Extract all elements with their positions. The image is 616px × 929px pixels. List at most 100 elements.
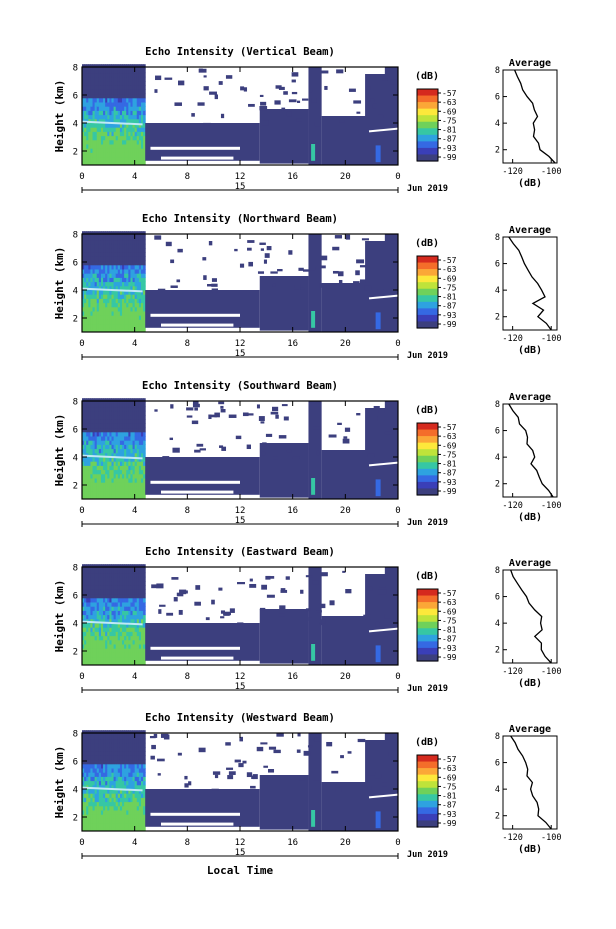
- y-tick-label: 6: [73, 259, 78, 269]
- heatmap-cell: [119, 68, 123, 74]
- heatmap-cell: [128, 568, 131, 574]
- heatmap-cell: [90, 419, 94, 424]
- heatmap-cell: [84, 102, 87, 107]
- heatmap-cell: [124, 89, 127, 95]
- heatmap-cell: [124, 311, 127, 316]
- heatmap-cell: [96, 581, 100, 586]
- heatmap-cell: [136, 589, 140, 595]
- heatmap-cell: [119, 431, 123, 437]
- heatmap-speck: [211, 599, 215, 605]
- heatmap-cell: [134, 290, 138, 295]
- heatmap-cell: [111, 614, 115, 620]
- heatmap-cell: [138, 436, 142, 441]
- heatmap-band: [259, 109, 309, 164]
- heatmap-cell: [96, 118, 100, 124]
- heatmap-cell: [90, 256, 94, 262]
- heatmap-cell: [113, 469, 117, 475]
- heatmap-cell: [136, 623, 140, 628]
- heatmap-cell: [98, 76, 102, 82]
- heatmap-cell: [113, 144, 117, 149]
- heatmap-cell: [107, 738, 110, 744]
- heatmap-spot: [375, 479, 381, 497]
- heatmap-cell: [98, 623, 102, 628]
- heatmap-cell: [140, 801, 144, 807]
- heatmap-cell: [130, 738, 134, 744]
- y-tick-label: 8: [73, 564, 78, 574]
- heatmap-cell: [92, 131, 96, 137]
- heatmap-cell: [88, 772, 91, 777]
- heatmap-cell: [128, 469, 131, 475]
- heatmap-cell: [122, 581, 125, 586]
- heatmap-cell: [107, 127, 110, 132]
- heatmap-cell: [132, 415, 136, 420]
- heatmap-cell: [94, 160, 98, 166]
- heatmap-cell: [92, 402, 96, 408]
- heatmap-cell: [109, 281, 112, 287]
- heatmap-cell: [143, 402, 146, 408]
- colorbar-frame: [416, 754, 439, 828]
- heatmap-cell: [105, 323, 108, 329]
- heatmap-cell: [113, 738, 117, 744]
- heatmap-cell: [109, 264, 112, 270]
- heatmap-cell: [113, 742, 117, 748]
- heatmap-cell: [117, 627, 121, 632]
- heatmap-speck: [283, 91, 288, 95]
- heatmap-speck: [324, 85, 328, 90]
- heatmap-speck: [247, 247, 252, 251]
- heatmap-speck: [345, 234, 351, 240]
- heatmap-cell: [88, 751, 91, 756]
- heatmap-cell: [109, 734, 112, 740]
- panel-title: Echo Intensity (Westward Beam): [145, 712, 335, 724]
- heatmap-cell: [128, 415, 131, 420]
- heatmap-cell: [98, 465, 102, 471]
- heatmap-cell: [134, 118, 138, 124]
- heatmap-cell: [94, 319, 98, 325]
- heatmap-cell: [103, 118, 106, 124]
- heatmap-spot: [375, 312, 381, 330]
- heatmap-cell: [117, 269, 121, 274]
- heatmap-cell: [90, 152, 94, 158]
- heatmap-cell: [92, 252, 96, 257]
- profile-frame: [502, 403, 558, 498]
- heatmap-cell: [100, 440, 104, 445]
- heatmap-cell: [126, 256, 129, 262]
- heatmap-gap: [161, 323, 234, 327]
- heatmap-cell: [132, 269, 136, 274]
- heatmap-cell: [82, 102, 85, 107]
- heatmap-cell: [84, 780, 87, 786]
- heatmap-cell: [98, 298, 102, 304]
- heatmap-cell: [96, 585, 100, 590]
- heatmap-cell: [90, 482, 94, 487]
- heatmap-speck: [316, 610, 322, 613]
- heatmap-cell: [100, 805, 104, 811]
- heatmap-speck: [265, 575, 271, 580]
- heatmap-cell: [111, 311, 115, 316]
- heatmap-cell: [113, 406, 117, 412]
- heatmap-cell: [109, 306, 112, 312]
- heatmap-cell: [105, 139, 108, 145]
- heatmap-cell: [136, 102, 140, 107]
- heatmap-speck: [237, 582, 246, 585]
- x-tick-label: 0: [395, 838, 400, 848]
- heatmap-speck: [209, 414, 217, 418]
- heatmap-cell: [126, 597, 129, 603]
- heatmap-cell: [100, 97, 104, 103]
- heatmap-cell: [109, 486, 112, 492]
- heatmap-cell: [92, 415, 96, 420]
- heatmap-cell: [115, 431, 119, 437]
- heatmap-cell: [84, 652, 87, 658]
- heatmap-cell: [103, 635, 106, 641]
- colorbar-swatch: [417, 608, 438, 616]
- heatmap-cell: [82, 152, 85, 158]
- heatmap-cell: [82, 572, 85, 578]
- heatmap-cell: [130, 436, 134, 441]
- profile-title: Average: [509, 558, 551, 569]
- heatmap-cell: [100, 465, 104, 471]
- heatmap-cell: [109, 156, 112, 162]
- heatmap-cell: [98, 776, 102, 782]
- heatmap-cell: [92, 465, 96, 471]
- heatmap-cell: [134, 264, 138, 270]
- heatmap-speck: [234, 759, 241, 763]
- heatmap-cell: [117, 734, 121, 740]
- heatmap-cell: [117, 306, 121, 312]
